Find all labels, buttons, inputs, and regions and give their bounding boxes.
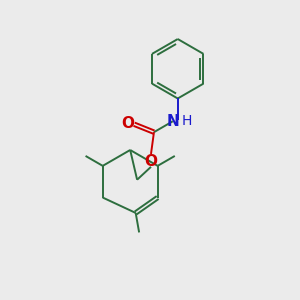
Text: N: N <box>167 114 179 129</box>
Text: H: H <box>182 114 192 128</box>
Text: O: O <box>122 116 135 131</box>
Text: O: O <box>145 154 158 169</box>
